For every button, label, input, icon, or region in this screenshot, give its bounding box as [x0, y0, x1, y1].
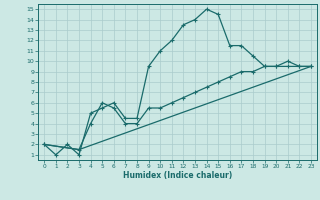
X-axis label: Humidex (Indice chaleur): Humidex (Indice chaleur): [123, 171, 232, 180]
